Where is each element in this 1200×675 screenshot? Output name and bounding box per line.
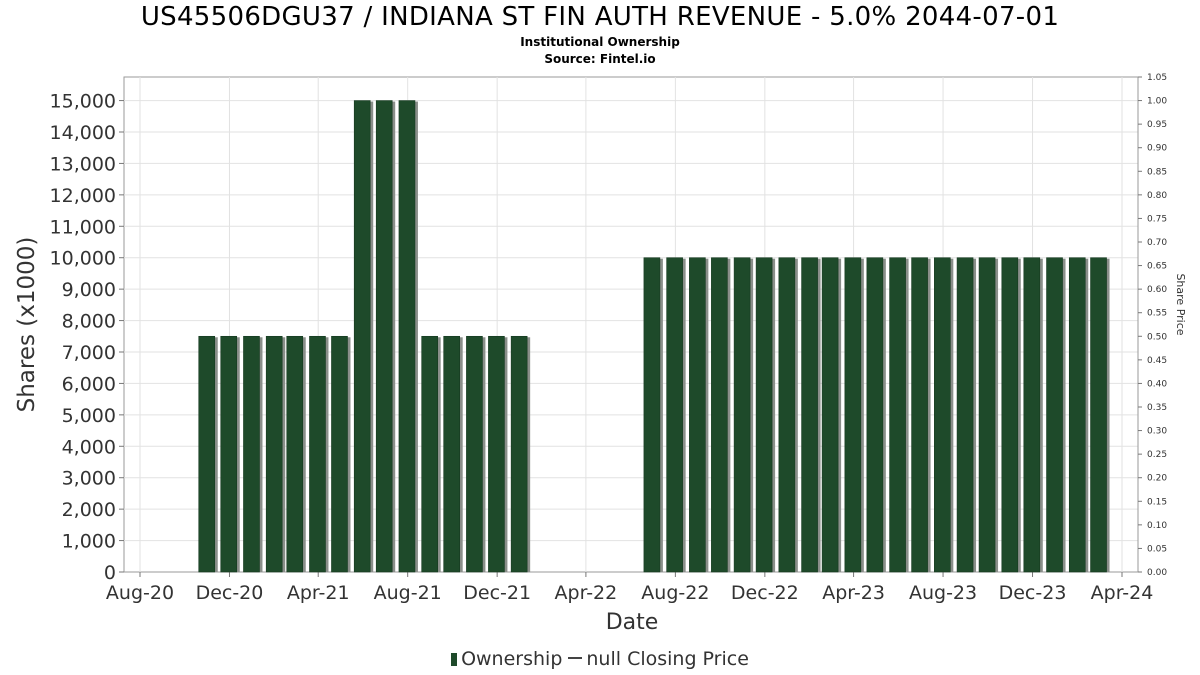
y2-tick-label: 0.70	[1147, 238, 1167, 248]
y-tick-label: 8,000	[62, 311, 116, 333]
ownership-legend-label: Ownership	[461, 648, 563, 670]
y-tick-label: 4,000	[62, 436, 116, 458]
ownership-bar	[956, 257, 974, 573]
ownership-bar	[353, 100, 371, 573]
x-tick-label: Apr-23	[822, 582, 885, 604]
y-tick-label: 7,000	[62, 342, 116, 364]
ownership-bar	[243, 335, 260, 573]
chart-title: US45506DGU37 / INDIANA ST FIN AUTH REVEN…	[140, 2, 1060, 32]
ownership-bar	[1046, 257, 1063, 573]
ownership-bar	[443, 335, 460, 573]
x-tick-label: Dec-22	[731, 582, 799, 604]
price-legend-label: null Closing Price	[586, 648, 749, 670]
y-tick-label: 13,000	[50, 153, 116, 175]
y2-tick-label: 0.85	[1147, 167, 1167, 177]
y2-tick-label: 0.40	[1147, 379, 1167, 389]
x-axis-label: Date	[606, 610, 659, 635]
ownership-bar	[844, 257, 862, 573]
ownership-legend-swatch	[451, 653, 458, 666]
ownership-bar	[666, 257, 683, 573]
ownership-bar	[801, 257, 818, 573]
y-tick-label: 15,000	[50, 91, 116, 113]
x-tick-label: Aug-20	[106, 582, 174, 604]
y2-tick-label: 0.20	[1147, 474, 1167, 484]
ownership-bar	[286, 335, 304, 573]
y2-tick-label: 0.75	[1147, 214, 1167, 224]
y2-tick-label: 0.25	[1147, 450, 1167, 460]
ownership-bar	[689, 257, 706, 573]
x-tick-label: Dec-21	[463, 582, 531, 604]
ownership-bar	[198, 335, 216, 573]
ownership-bar	[220, 335, 238, 573]
chart-source: Source: Fintel.io	[544, 52, 656, 66]
y-tick-label: 6,000	[62, 373, 116, 395]
y2-tick-label: 0.65	[1147, 262, 1167, 272]
ownership-bar	[510, 335, 528, 573]
y2-tick-label: 0.90	[1147, 144, 1167, 154]
ownership-bar	[934, 257, 951, 573]
ownership-bar	[1068, 257, 1086, 573]
chart-subtitle: Institutional Ownership	[520, 35, 680, 49]
y2-tick-label: 0.35	[1147, 403, 1167, 413]
legend: Ownership null Closing Price	[0, 648, 1200, 670]
ownership-bar	[911, 257, 928, 573]
ownership-bar	[821, 257, 839, 573]
ownership-bar	[643, 257, 661, 573]
ownership-bar	[1001, 257, 1019, 573]
y2-tick-label: 0.05	[1147, 544, 1167, 554]
y-tick-label: 3,000	[62, 468, 116, 490]
y2-tick-label: 0.95	[1147, 120, 1167, 130]
y-tick-label: 5,000	[62, 405, 116, 427]
y2-tick-label: 0.45	[1147, 356, 1167, 366]
ownership-bar	[488, 335, 505, 573]
y-tick-label: 11,000	[50, 216, 116, 238]
ownership-bar	[711, 257, 728, 573]
ownership-bar	[755, 257, 773, 573]
y2-tick-label: 0.10	[1147, 521, 1167, 531]
y2-tick-label: 0.00	[1147, 568, 1167, 578]
ownership-bar	[421, 335, 438, 573]
y-axis-label: Shares (x1000)	[14, 237, 40, 413]
y-tick-label: 14,000	[50, 122, 116, 144]
ownership-bar	[778, 257, 796, 573]
ownership-bar	[331, 335, 348, 573]
y2-tick-label: 1.05	[1147, 73, 1167, 83]
x-tick-label: Aug-23	[909, 582, 977, 604]
ownership-bar	[375, 100, 393, 573]
price-legend-line	[568, 657, 583, 659]
y2-tick-label: 0.30	[1147, 427, 1167, 437]
x-tick-label: Aug-21	[374, 582, 442, 604]
x-tick-label: Dec-20	[196, 582, 264, 604]
ownership-bar	[733, 257, 751, 573]
y2-tick-label: 0.50	[1147, 332, 1167, 342]
x-tick-label: Apr-21	[287, 582, 350, 604]
y-tick-label: 1,000	[62, 531, 116, 553]
ownership-bar	[398, 100, 416, 573]
y-tick-label: 9,000	[62, 279, 116, 301]
y2-tick-label: 1.00	[1147, 97, 1167, 107]
x-tick-label: Aug-22	[641, 582, 709, 604]
y2-axis-label: Share Price	[1174, 273, 1187, 335]
y-tick-label: 2,000	[62, 499, 116, 521]
x-tick-label: Apr-24	[1091, 582, 1154, 604]
ownership-bar	[466, 335, 483, 573]
ownership-bar	[1023, 257, 1041, 573]
x-tick-label: Dec-23	[999, 582, 1067, 604]
ownership-bar	[866, 257, 884, 573]
y2-tick-label: 0.55	[1147, 309, 1167, 319]
y-tick-label: 12,000	[50, 185, 116, 207]
y2-tick-label: 0.60	[1147, 285, 1167, 295]
ownership-bar	[978, 257, 996, 573]
ownership-bar	[265, 335, 283, 573]
y2-tick-label: 0.80	[1147, 191, 1167, 201]
x-tick-label: Apr-22	[555, 582, 618, 604]
y-tick-label: 10,000	[50, 248, 116, 270]
ownership-bar	[889, 257, 906, 573]
ownership-bar	[309, 335, 326, 573]
ownership-bar	[1090, 257, 1107, 573]
y-tick-label: 0	[104, 562, 116, 584]
y2-tick-label: 0.15	[1147, 497, 1167, 507]
